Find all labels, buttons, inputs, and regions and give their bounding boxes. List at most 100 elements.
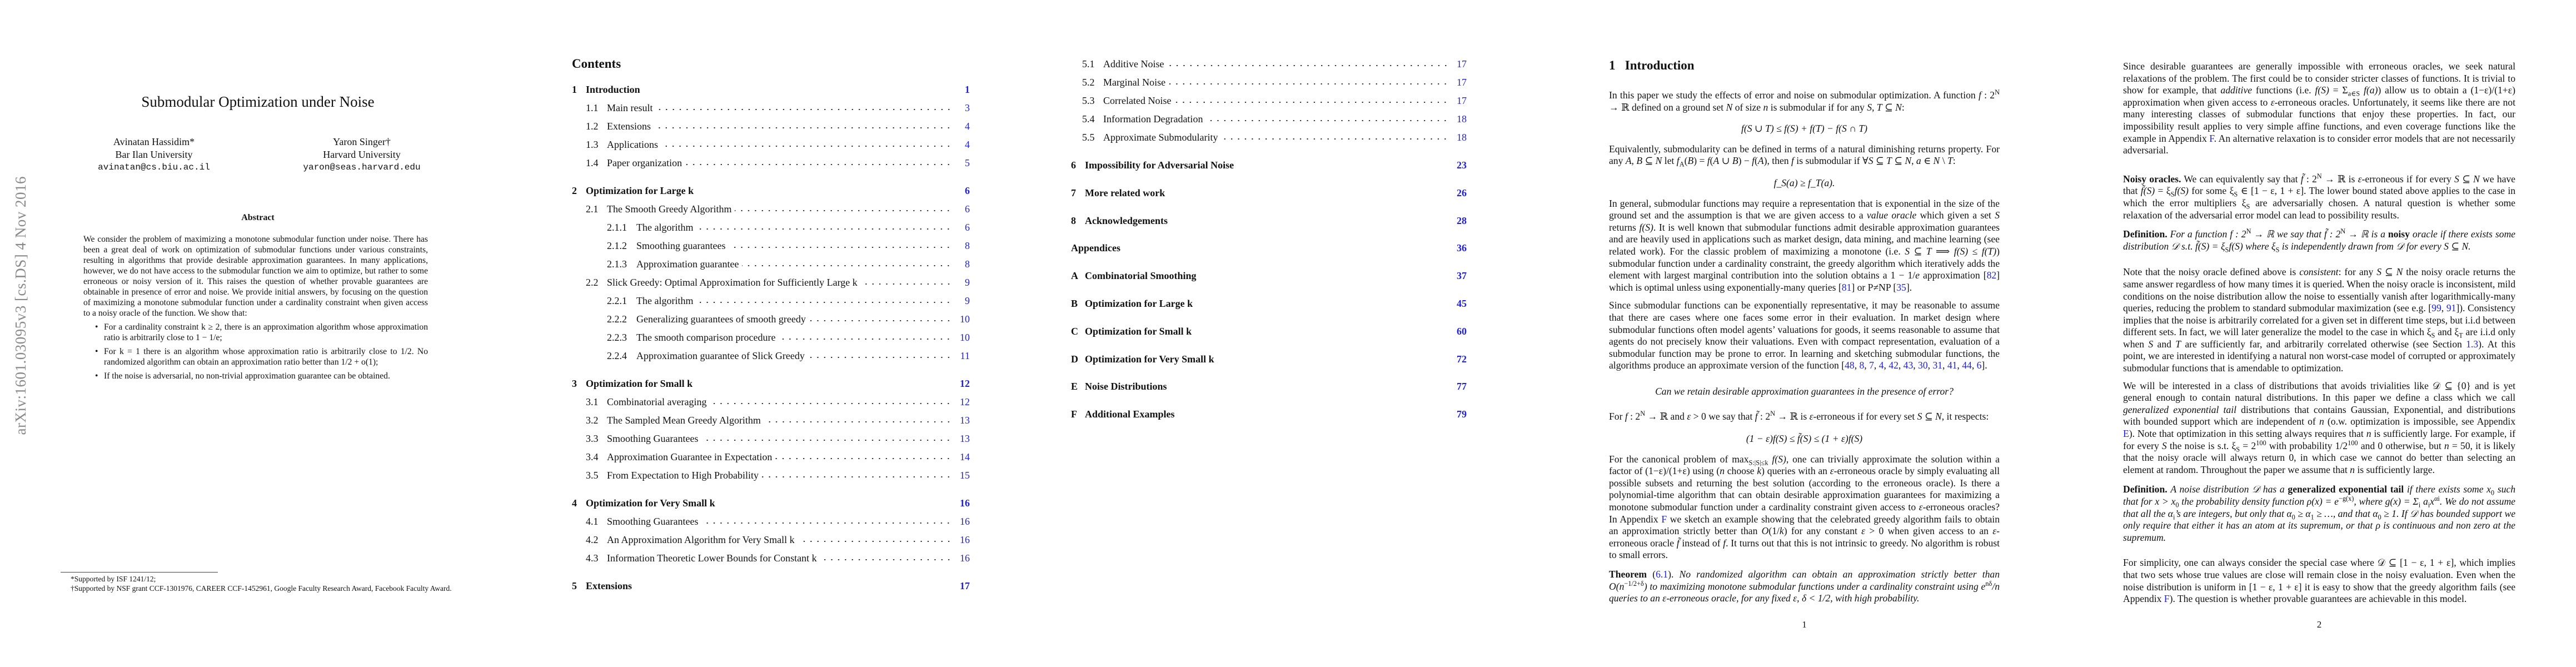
toc-entry[interactable]: 5.5 Approximate Submodularity 18 [1071,132,1467,146]
toc-entry[interactable]: 5.3 Correlated Noise 17 [1071,95,1467,109]
toc-page-link[interactable]: 13 [960,433,970,444]
toc-entry[interactable]: 2.2.2 Generalizing guarantees of smooth g… [572,313,970,328]
toc-page-link[interactable]: 6 [965,222,970,233]
toc-entry[interactable]: 1.2 Extensions 4 [572,121,970,135]
toc-entry[interactable]: 2.2.4 Approximation guarantee of Slick Gr… [572,350,970,365]
toc-entry[interactable]: 3.3 Smoothing Guarantees 13 [572,433,970,447]
toc-entry[interactable]: F Additional Examples 79 [1071,409,1467,423]
toc-entry[interactable]: 2.2 Slick Greedy: Optimal Approximation f… [572,277,970,291]
toc-page-link[interactable]: 8 [965,240,970,251]
toc-page-link[interactable]: 16 [960,516,970,527]
cross-reference-link[interactable]: 81 [1841,281,1852,293]
toc-page-link[interactable]: 16 [960,497,970,509]
cross-reference-link[interactable]: E [2123,428,2129,440]
toc-page-link[interactable]: 12 [960,378,970,389]
toc-entry[interactable]: E Noise Distributions 77 [1071,381,1467,395]
toc-entry[interactable]: 2.1.2 Smoothing guarantees 8 [572,240,970,255]
toc-page-link[interactable]: 36 [1457,242,1467,254]
toc-entry[interactable]: 1.1 Main result 3 [572,102,970,117]
toc-page-link[interactable]: 16 [960,534,970,545]
toc-entry[interactable]: 3 Optimization for Small k 12 [572,378,970,392]
toc-page-link[interactable]: 17 [1457,58,1467,69]
toc-page-link[interactable]: 18 [1457,113,1467,125]
toc-page-link[interactable]: 16 [960,552,970,564]
toc-entry[interactable]: 3.4 Approximation Guarantee in Expectatio… [572,451,970,466]
toc-entry[interactable]: 4.3 Information Theoretic Lower Bounds fo… [572,552,970,567]
toc-entry[interactable]: C Optimization for Small k 60 [1071,326,1467,340]
cross-reference-link[interactable]: 31 [1932,360,1943,371]
toc-entry[interactable]: A Combinatorial Smoothing 37 [1071,270,1467,285]
cross-reference-link[interactable]: 99 [2431,302,2442,314]
cross-reference-link[interactable]: 6.1 [1656,569,1668,580]
toc-page-link[interactable]: 17 [960,580,970,591]
toc-page-link[interactable]: 17 [1457,77,1467,88]
toc-page-link[interactable]: 60 [1457,325,1467,337]
toc-entry[interactable]: D Optimization for Very Small k 72 [1071,354,1467,368]
toc-page-link[interactable]: 6 [965,185,970,196]
cross-reference-link[interactable]: 82 [1986,270,1997,281]
toc-page-link[interactable]: 17 [1457,95,1467,106]
toc-page-link[interactable]: 45 [1457,298,1467,309]
toc-entry[interactable]: 2.2.3 The smooth comparison procedure 10 [572,332,970,346]
toc-entry[interactable]: 5 Extensions 17 [572,580,970,595]
toc-page-link[interactable]: 8 [965,258,970,270]
toc-page-link[interactable]: 72 [1457,353,1467,365]
toc-entry[interactable]: B Optimization for Large k 45 [1071,298,1467,312]
cross-reference-link[interactable]: 44 [1962,360,1972,371]
toc-entry[interactable]: 1.4 Paper organization 5 [572,157,970,172]
toc-page-link[interactable]: 13 [960,415,970,426]
toc-page-link[interactable]: 5 [965,157,970,168]
cross-reference-link[interactable]: 35 [1896,281,1906,293]
toc-page-link[interactable]: 10 [960,313,970,325]
toc-page-link[interactable]: 12 [960,396,970,407]
toc-page-link[interactable]: 4 [965,121,970,132]
toc-page-link[interactable]: 14 [960,451,970,462]
cross-reference-link[interactable]: 4 [1879,360,1884,371]
cross-reference-link[interactable]: F [2209,132,2214,144]
cross-reference-link[interactable]: F [1661,513,1667,525]
toc-page-link[interactable]: 9 [965,295,970,306]
toc-entry[interactable]: 2 Optimization for Large k 6 [572,185,970,200]
cross-reference-link[interactable]: 41 [1947,360,1957,371]
cross-reference-link[interactable]: 48 [1845,360,1855,371]
cross-reference-link[interactable]: F [2164,593,2170,605]
cross-reference-link[interactable]: 6 [1976,360,1982,371]
toc-page-link[interactable]: 15 [960,470,970,481]
cross-reference-link[interactable]: 43 [1903,360,1914,371]
toc-page-link[interactable]: 6 [965,203,970,215]
toc-entry[interactable]: 8 Acknowledgements 28 [1071,215,1467,230]
toc-page-link[interactable]: 11 [960,350,970,361]
toc-entry[interactable]: 7 More related work 26 [1071,187,1467,202]
toc-entry[interactable]: 5.1 Additive Noise 17 [1071,58,1467,73]
cross-reference-link[interactable]: 8 [1859,360,1865,371]
toc-entry[interactable]: 1 Introduction 1 [572,84,970,98]
toc-page-link[interactable]: 10 [960,332,970,343]
cross-reference-link[interactable]: 1.3 [2466,338,2479,350]
toc-entry[interactable]: 2.1.3 Approximation guarantee 8 [572,258,970,273]
cross-reference-link[interactable]: 42 [1889,360,1899,371]
toc-entry[interactable]: 2.1 The Smooth Greedy Algorithm 6 [572,203,970,218]
toc-entry[interactable]: 5.2 Marginal Noise 17 [1071,77,1467,91]
toc-entry[interactable]: 2.2.1 The algorithm 9 [572,295,970,310]
toc-page-link[interactable]: 18 [1457,132,1467,143]
cross-reference-link[interactable]: 30 [1918,360,1928,371]
cross-reference-link[interactable]: 91 [2446,302,2457,314]
toc-entry[interactable]: 4.1 Smoothing Guarantees 16 [572,516,970,530]
toc-entry[interactable]: Appendices 36 [1071,242,1467,257]
toc-page-link[interactable]: 3 [965,102,970,113]
toc-page-link[interactable]: 4 [965,139,970,150]
toc-entry[interactable]: 2.1.1 The algorithm 6 [572,222,970,236]
toc-entry[interactable]: 3.1 Combinatorial averaging 12 [572,396,970,411]
toc-entry[interactable]: 6 Impossibility for Adversarial Noise 23 [1071,160,1467,174]
toc-page-link[interactable]: 79 [1457,409,1467,420]
toc-entry[interactable]: 4.2 An Approximation Algorithm for Very S… [572,534,970,549]
toc-page-link[interactable]: 28 [1457,215,1467,226]
toc-page-link[interactable]: 23 [1457,160,1467,171]
toc-page-link[interactable]: 77 [1457,381,1467,392]
toc-page-link[interactable]: 9 [965,277,970,288]
toc-page-link[interactable]: 26 [1457,187,1467,198]
toc-entry[interactable]: 1.3 Applications 4 [572,139,970,153]
toc-entry[interactable]: 5.4 Information Degradation 18 [1071,113,1467,128]
cross-reference-link[interactable]: 7 [1869,360,1874,371]
toc-page-link[interactable]: 1 [965,84,970,95]
